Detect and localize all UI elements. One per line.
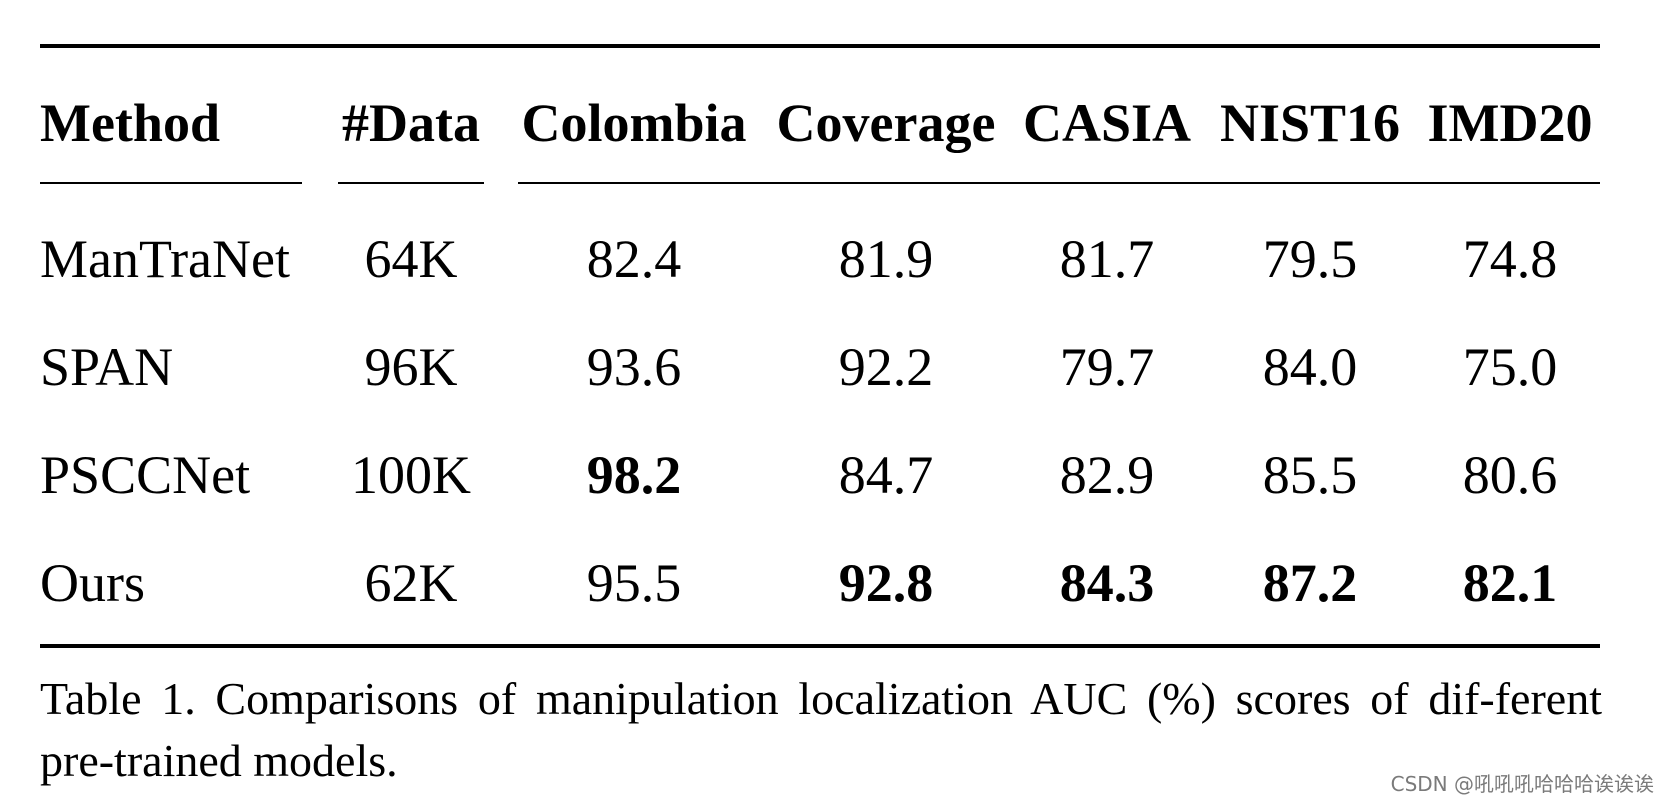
header-method: Method [40,93,220,153]
cell-method: SPAN [40,337,174,397]
cell-casia: 81.7 [1059,229,1155,289]
cell-data: 64K [364,229,458,289]
cell-coverage: 81.9 [838,229,934,289]
table-top-rule [40,44,1600,48]
cell-coverage: 84.7 [838,445,934,505]
cell-imd20: 75.0 [1462,337,1558,397]
cell-casia: 84.3 [1059,553,1155,613]
cell-method: ManTraNet [40,229,290,289]
cell-imd20: 82.1 [1462,553,1558,613]
cell-nist16: 79.5 [1262,229,1358,289]
cell-coverage: 92.8 [838,553,934,613]
header-nist16: NIST16 [1219,93,1401,153]
cell-data: 96K [364,337,458,397]
header-rule-data [338,182,484,184]
cell-colombia: 98.2 [586,445,682,505]
header-imd20: IMD20 [1427,93,1593,153]
table-caption: Table 1. Comparisons of manipulation loc… [40,673,1602,786]
header-data: #Data [342,93,480,153]
header-rule-method [40,182,302,184]
cell-casia: 82.9 [1059,445,1155,505]
cell-imd20: 80.6 [1462,445,1558,505]
cell-data: 62K [364,553,458,613]
cell-casia: 79.7 [1059,337,1155,397]
header-rule-datasets [518,182,1600,184]
cell-data: 100K [351,445,471,505]
cell-colombia: 93.6 [586,337,682,397]
cell-method: PSCCNet [40,445,251,505]
cell-method: Ours [40,553,145,613]
header-casia: CASIA [1022,93,1192,153]
watermark: CSDN @吼吼吼哈哈哈诶诶诶 [1390,772,1654,796]
cell-colombia: 95.5 [586,553,682,613]
cell-nist16: 85.5 [1262,445,1358,505]
cell-nist16: 87.2 [1262,553,1358,613]
cell-nist16: 84.0 [1262,337,1358,397]
table-bottom-rule [40,644,1600,648]
cell-coverage: 92.2 [838,337,934,397]
header-colombia: Colombia [521,93,747,153]
header-coverage: Coverage [776,93,996,153]
cell-imd20: 74.8 [1462,229,1558,289]
cell-colombia: 82.4 [586,229,682,289]
